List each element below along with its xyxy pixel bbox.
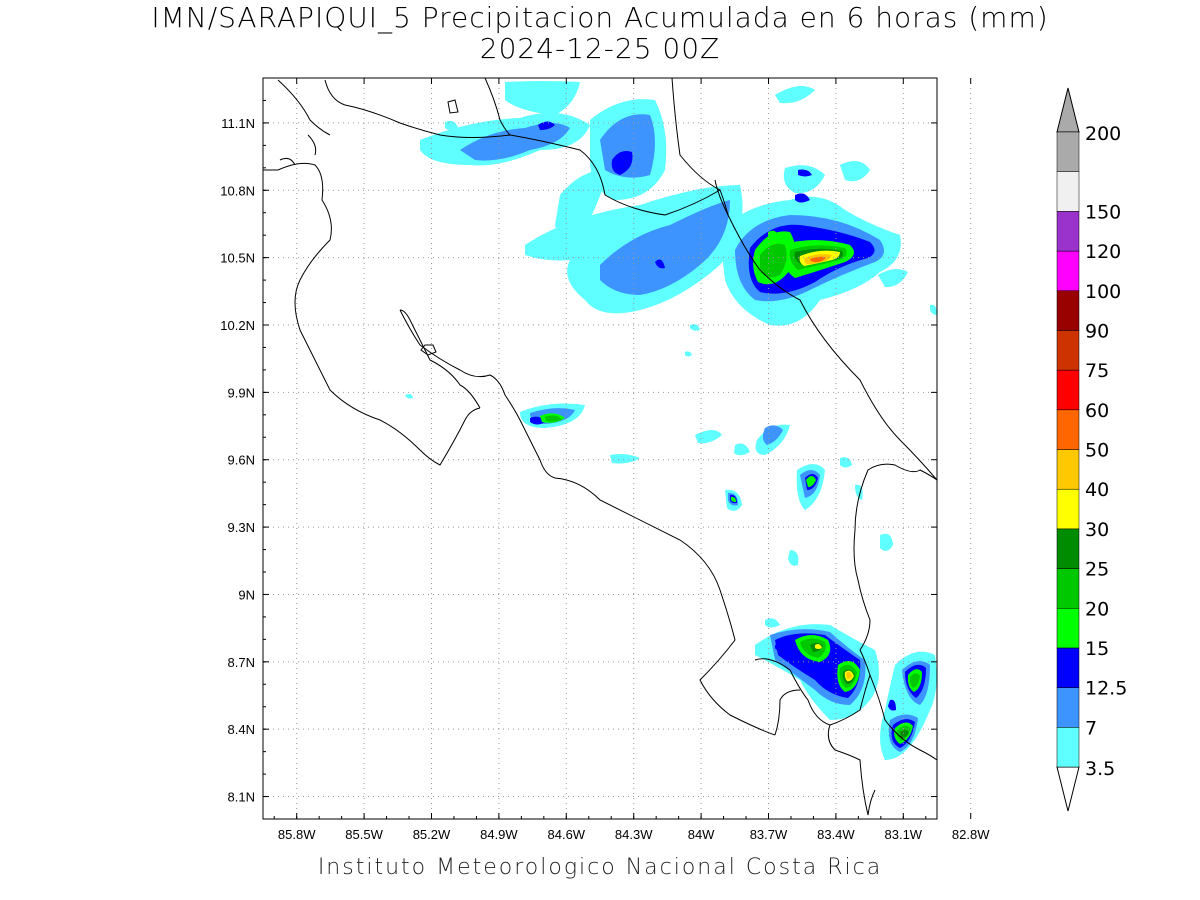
colorbar-legend: 3.5 7 12.5 15 20 25 30 40 50 60 75 90 100 120 150 200 (1056, 87, 1127, 812)
colorbar-swatch (1056, 330, 1080, 371)
colorbar-swatch (1056, 568, 1080, 609)
colorbar-label: 100 (1085, 281, 1121, 303)
lon-tick-label: 85.5W (345, 827, 383, 842)
precip-field (405, 81, 937, 760)
lat-tick-label: 10.2N (220, 318, 255, 333)
colorbar-label: 7 (1085, 717, 1097, 739)
colorbar-label: 40 (1085, 479, 1109, 501)
colorbar-label: 25 (1085, 559, 1109, 581)
colorbar-swatch (1056, 608, 1080, 649)
colorbar-label: 3.5 (1085, 758, 1115, 780)
colorbar-label: 20 (1085, 598, 1109, 620)
lon-tick-label: 84.9W (480, 827, 518, 842)
lat-tick-label: 10.5N (220, 251, 255, 266)
lat-tick-label: 8.7N (228, 655, 255, 670)
colorbar-swatch (1056, 528, 1080, 569)
colorbar-swatch (1056, 131, 1080, 172)
colorbar-top-arrow (1056, 87, 1080, 133)
lat-tick-label: 8.4N (228, 722, 255, 737)
lat-tick-label: 9.3N (228, 520, 255, 535)
colorbar-bottom-arrow (1056, 766, 1080, 812)
lat-tick-label: 9N (238, 587, 255, 602)
colorbar-swatch (1056, 369, 1080, 411)
precip-area-west-band (555, 168, 610, 241)
chart-title: IMN/SARAPIQUI_5 Precipitacion Acumulada … (0, 2, 1200, 64)
lon-tick-label: 83.7W (750, 827, 788, 842)
colorbar-label: 120 (1085, 241, 1121, 263)
title-line-2: 2024-12-25 00Z (479, 32, 721, 65)
lat-tick-label: 9.9N (228, 385, 255, 400)
colorbar-swatch (1056, 211, 1080, 252)
latitude-axis: 8.1N 8.4N 8.7N 9N 9.3N 9.6N 9.9N 10.2N 10.5N 10.8… (220, 77, 937, 820)
colorbar-label: 150 (1085, 201, 1121, 223)
colorbar-swatch (1056, 290, 1080, 331)
colorbar-label: 50 (1085, 440, 1109, 462)
colorbar-swatch (1056, 409, 1080, 450)
lat-tick-label: 9.6N (228, 453, 255, 468)
lon-tick-label: 82.8W (952, 827, 990, 842)
colorbar-label: 200 (1085, 123, 1121, 145)
lon-tick-label: 84W (688, 827, 715, 842)
title-line-1: IMN/SARAPIQUI_5 Precipitacion Acumulada … (151, 1, 1049, 34)
colorbar-swatch (1056, 449, 1080, 490)
colorbar-label: 15 (1085, 638, 1109, 660)
colorbar-label: 12.5 (1085, 678, 1127, 700)
lon-tick-label: 85.2W (413, 827, 451, 842)
lat-tick-label: 8.1N (228, 790, 255, 805)
colorbar-swatch (1056, 727, 1080, 768)
colorbar-label: 75 (1085, 360, 1109, 382)
lon-tick-label: 85.8W (278, 827, 316, 842)
lon-tick-label: 83.4W (817, 827, 855, 842)
colorbar-swatch (1056, 250, 1080, 291)
lon-tick-label: 83.1W (885, 827, 923, 842)
colorbar-swatch (1056, 647, 1080, 688)
coastlines (263, 78, 937, 816)
longitude-axis: 85.8W 85.5W 85.2W 84.9W 84.6W 84.3W 84W 83.7W 83… (273, 78, 990, 842)
colorbar-swatch (1056, 687, 1080, 728)
colorbar-label: 30 (1085, 519, 1109, 541)
colorbar-swatch (1056, 488, 1080, 530)
lat-tick-label: 10.8N (220, 183, 255, 198)
colorbar-label: 60 (1085, 400, 1109, 422)
precip-area-north (505, 81, 580, 115)
footer-credit: Instituto Meteorologico Nacional Costa R… (317, 855, 883, 880)
plot-frame (262, 77, 938, 820)
lon-tick-label: 84.3W (615, 827, 653, 842)
map-grid (263, 78, 972, 819)
colorbar-swatch (1056, 171, 1080, 212)
colorbar-label: 90 (1085, 320, 1109, 342)
lat-tick-label: 11.1N (221, 116, 255, 131)
lon-tick-label: 84.6W (548, 827, 586, 842)
